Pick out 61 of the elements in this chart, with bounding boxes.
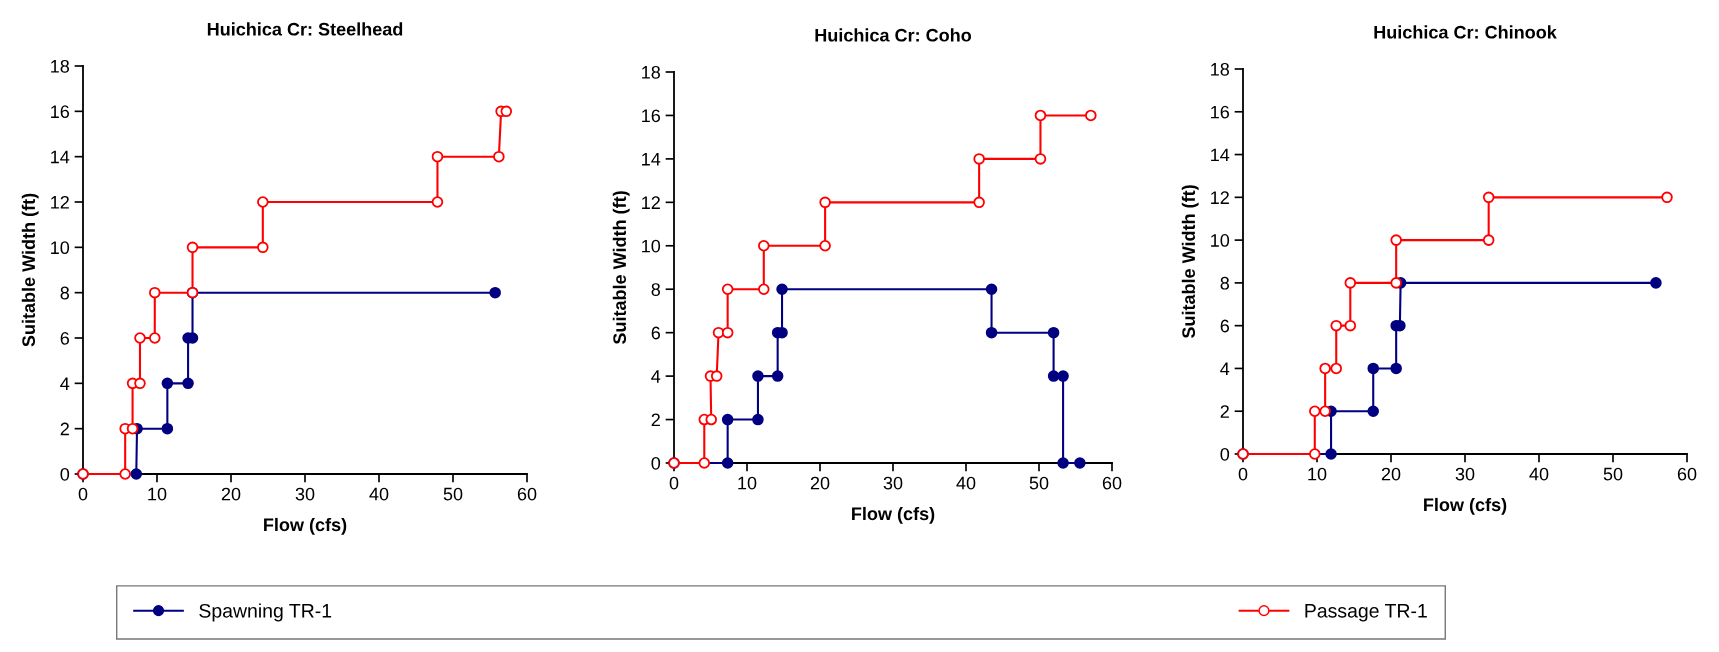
y-tick-label: 14 <box>1211 148 1230 162</box>
chart-title: Huichica Cr: Steelhead <box>207 22 403 36</box>
y-tick-label: 18 <box>51 59 70 73</box>
y-tick-label: 16 <box>642 109 661 123</box>
y-tick-label: 8 <box>1220 276 1230 290</box>
x-tick-label: 60 <box>1102 476 1122 490</box>
y-tick-label: 18 <box>1211 62 1230 76</box>
y-tick-label: 2 <box>651 413 660 427</box>
y-tick-label: 10 <box>1211 234 1230 247</box>
x-tick-label: 50 <box>1603 467 1623 481</box>
x-tick-label: 30 <box>883 476 903 490</box>
x-tick-label: 20 <box>221 487 241 501</box>
y-tick-label: 14 <box>642 153 661 166</box>
chart-title: Huichica Cr: Chinook <box>1374 25 1557 39</box>
x-tick-label: 0 <box>669 476 679 490</box>
x-tick-label: 40 <box>956 476 976 490</box>
y-tick-label: 12 <box>642 196 660 209</box>
y-tick-label: 8 <box>651 283 661 296</box>
x-axis-title: Flow (cfs) <box>1424 497 1507 515</box>
x-tick-label: 20 <box>1381 467 1401 481</box>
legend-label: Spawning TR-1 <box>199 603 332 622</box>
y-tick-label: 12 <box>1211 191 1229 204</box>
y-tick-label: 2 <box>1220 405 1229 418</box>
y-tick-label: 6 <box>651 326 661 340</box>
y-tick-label: 16 <box>1211 105 1230 119</box>
y-tick-label: 8 <box>60 286 70 300</box>
x-tick-label: 10 <box>738 476 757 490</box>
y-tick-label: 10 <box>642 239 661 253</box>
y-tick-label: 4 <box>60 377 70 390</box>
y-tick-label: 6 <box>1220 319 1230 333</box>
x-axis-title: Flow (cfs) <box>264 517 347 535</box>
x-tick-label: 0 <box>78 487 88 501</box>
x-tick-label: 10 <box>148 487 167 501</box>
x-tick-label: 60 <box>517 487 537 501</box>
y-tick-label: 18 <box>642 65 661 79</box>
y-tick-label: 2 <box>60 422 69 436</box>
y-tick-label: 6 <box>60 331 70 345</box>
y-tick-label: 16 <box>51 105 70 119</box>
y-tick-label: 4 <box>651 370 661 383</box>
y-axis-title: Suitable Width (ft) <box>1181 185 1199 339</box>
x-tick-label: 10 <box>1308 467 1327 481</box>
y-axis-title: Suitable Width (ft) <box>612 191 630 345</box>
x-tick-label: 60 <box>1677 467 1697 481</box>
y-tick-label: 10 <box>51 241 70 255</box>
x-tick-label: 20 <box>810 476 830 490</box>
x-tick-label: 40 <box>1529 467 1549 481</box>
x-tick-label: 30 <box>295 487 315 501</box>
y-tick-label: 0 <box>1220 447 1230 461</box>
y-tick-label: 0 <box>651 456 661 470</box>
y-tick-label: 14 <box>51 150 70 164</box>
x-tick-label: 50 <box>1029 476 1049 490</box>
legend-label: Passage TR-1 <box>1305 604 1427 622</box>
y-tick-label: 4 <box>1220 362 1230 375</box>
y-tick-label: 12 <box>51 195 69 209</box>
y-axis-title: Suitable Width (ft) <box>21 193 39 347</box>
x-tick-label: 0 <box>1238 467 1248 481</box>
x-tick-label: 30 <box>1455 467 1475 481</box>
chart-title: Huichica Cr: Coho <box>815 28 972 42</box>
x-axis-title: Flow (cfs) <box>852 506 935 524</box>
x-tick-label: 50 <box>443 487 463 501</box>
x-tick-label: 40 <box>369 487 389 501</box>
